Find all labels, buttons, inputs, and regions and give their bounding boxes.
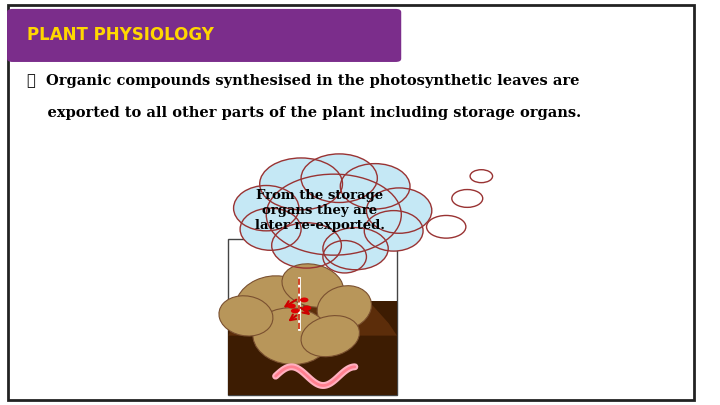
Text: exported to all other parts of the plant including storage organs.: exported to all other parts of the plant… (27, 107, 581, 120)
FancyBboxPatch shape (9, 5, 693, 400)
FancyBboxPatch shape (7, 9, 401, 62)
Ellipse shape (233, 185, 299, 231)
Ellipse shape (266, 174, 401, 255)
Text: PLANT PHYSIOLOGY: PLANT PHYSIOLOGY (27, 26, 214, 44)
Circle shape (300, 298, 308, 303)
Ellipse shape (301, 154, 377, 202)
Circle shape (452, 190, 482, 207)
Ellipse shape (364, 211, 423, 251)
Ellipse shape (323, 228, 388, 270)
FancyBboxPatch shape (228, 301, 397, 395)
Circle shape (470, 170, 492, 183)
Ellipse shape (240, 208, 301, 250)
Circle shape (287, 304, 296, 309)
Ellipse shape (341, 164, 410, 209)
Ellipse shape (366, 188, 432, 233)
Text: ❖  Organic compounds synthesised in the photosynthetic leaves are: ❖ Organic compounds synthesised in the p… (27, 74, 579, 88)
Circle shape (426, 215, 466, 238)
Ellipse shape (271, 223, 341, 268)
Ellipse shape (301, 315, 359, 357)
Text: From the storage
organs they are
later re-exported.: From the storage organs they are later r… (255, 189, 384, 232)
Ellipse shape (318, 286, 372, 330)
FancyBboxPatch shape (228, 239, 397, 395)
Ellipse shape (323, 241, 366, 273)
Ellipse shape (253, 308, 330, 364)
Ellipse shape (236, 276, 305, 328)
Circle shape (291, 309, 300, 313)
Ellipse shape (282, 264, 343, 307)
Circle shape (303, 306, 311, 311)
Polygon shape (228, 286, 397, 336)
Ellipse shape (260, 158, 343, 210)
Ellipse shape (219, 296, 273, 336)
